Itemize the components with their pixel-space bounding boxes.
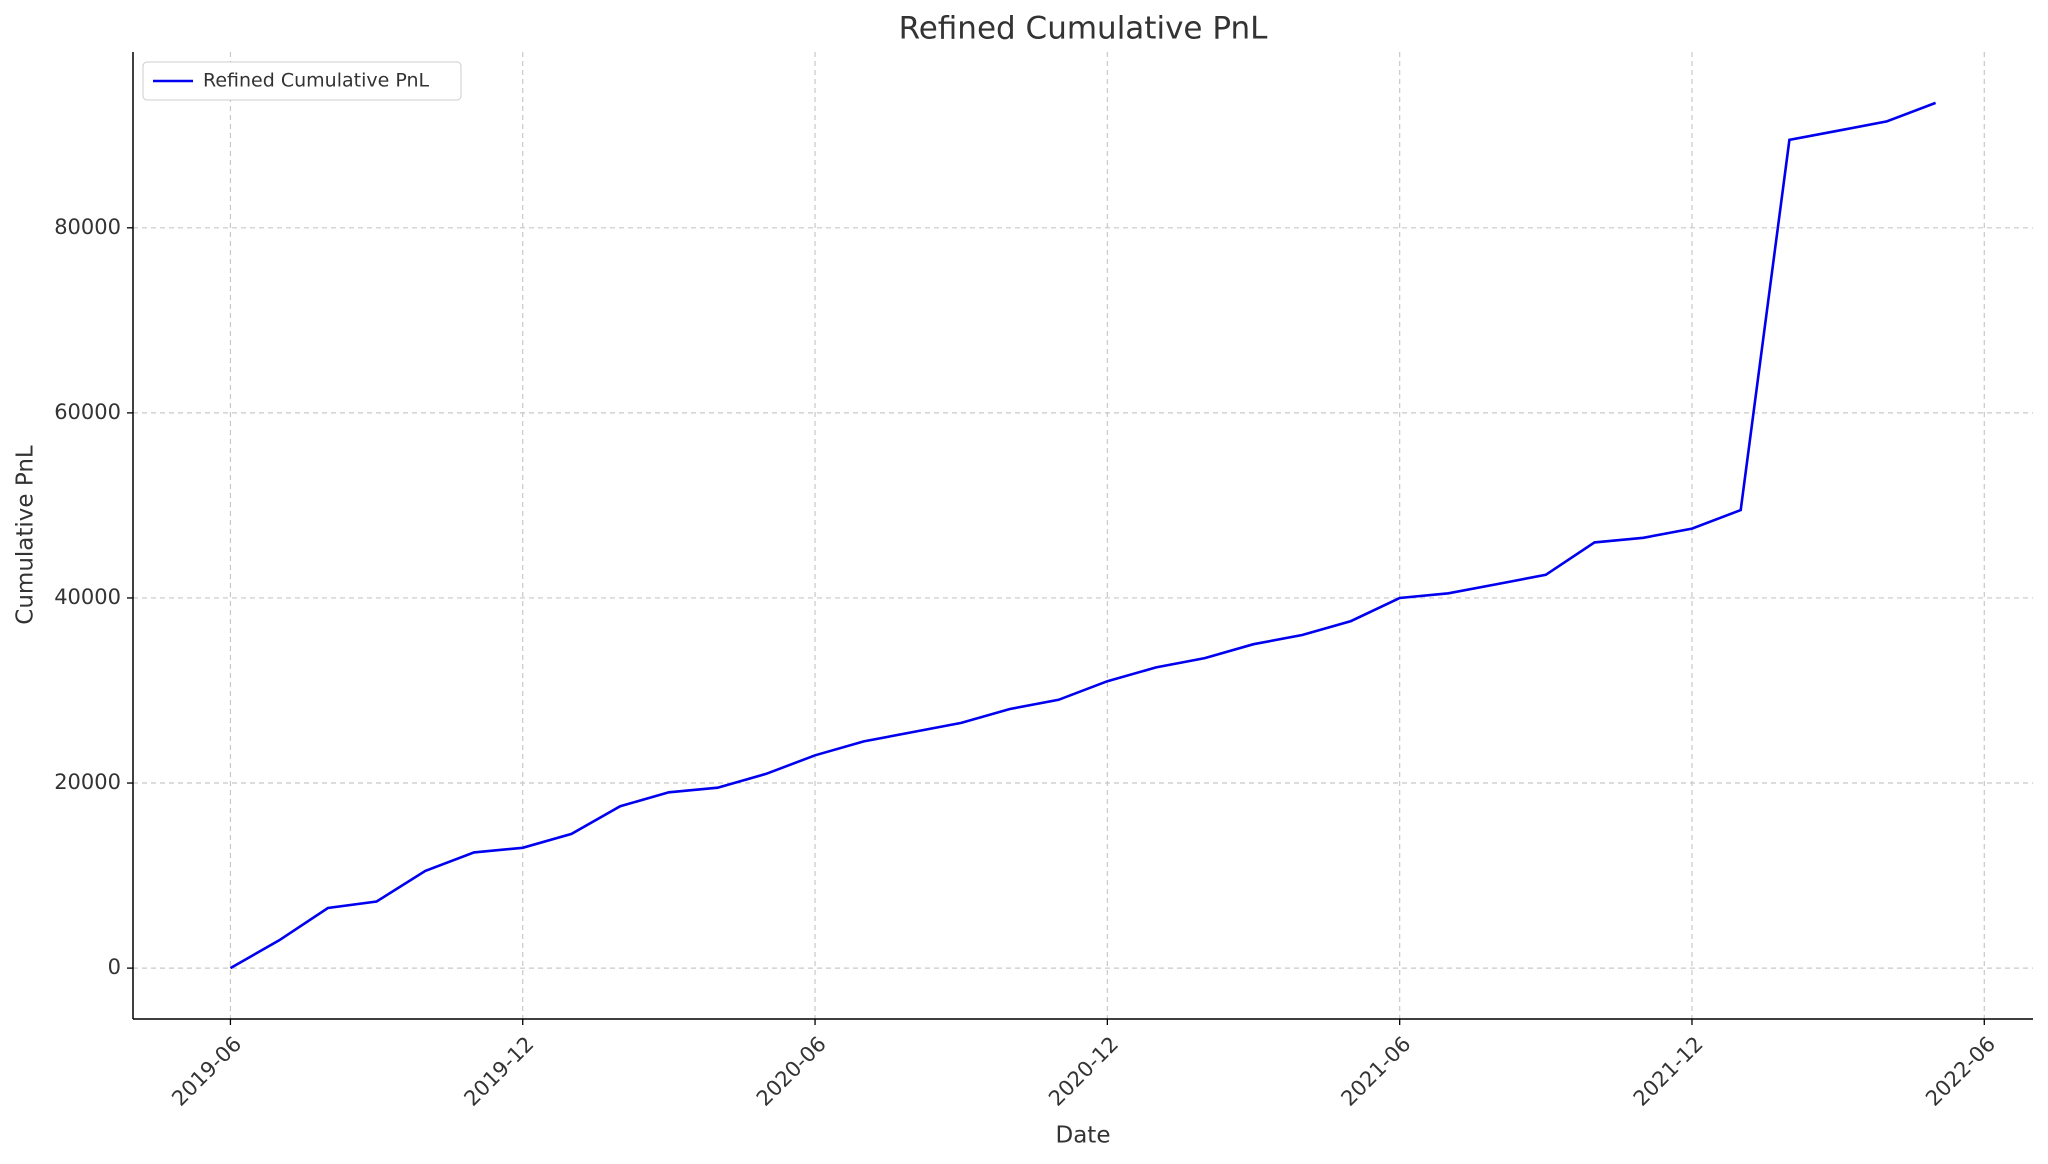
y-axis-label: Cumulative PnL xyxy=(13,445,39,625)
y-tick-label: 0 xyxy=(108,955,121,979)
x-tick-label: 2021-12 xyxy=(1629,1032,1708,1111)
x-tick-label: 2020-12 xyxy=(1044,1032,1123,1111)
x-tick-label: 2019-12 xyxy=(460,1032,539,1111)
x-tick-label: 2020-06 xyxy=(752,1032,831,1111)
x-tick-label: 2021-06 xyxy=(1336,1032,1415,1111)
legend-label: Refined Cumulative PnL xyxy=(203,70,429,92)
x-tick-label: 2022-06 xyxy=(1921,1032,2000,1111)
legend xyxy=(142,61,462,101)
chart-title: Refined Cumulative PnL xyxy=(899,11,1269,47)
y-tick-label: 60000 xyxy=(54,400,121,424)
y-tick-label: 40000 xyxy=(54,585,121,609)
y-tick-label: 80000 xyxy=(54,215,121,239)
x-axis-label: Date xyxy=(1056,1123,1111,1149)
y-tick-label: 20000 xyxy=(54,770,121,794)
line-series xyxy=(229,101,1937,970)
x-tick-label: 2019-06 xyxy=(167,1032,246,1111)
